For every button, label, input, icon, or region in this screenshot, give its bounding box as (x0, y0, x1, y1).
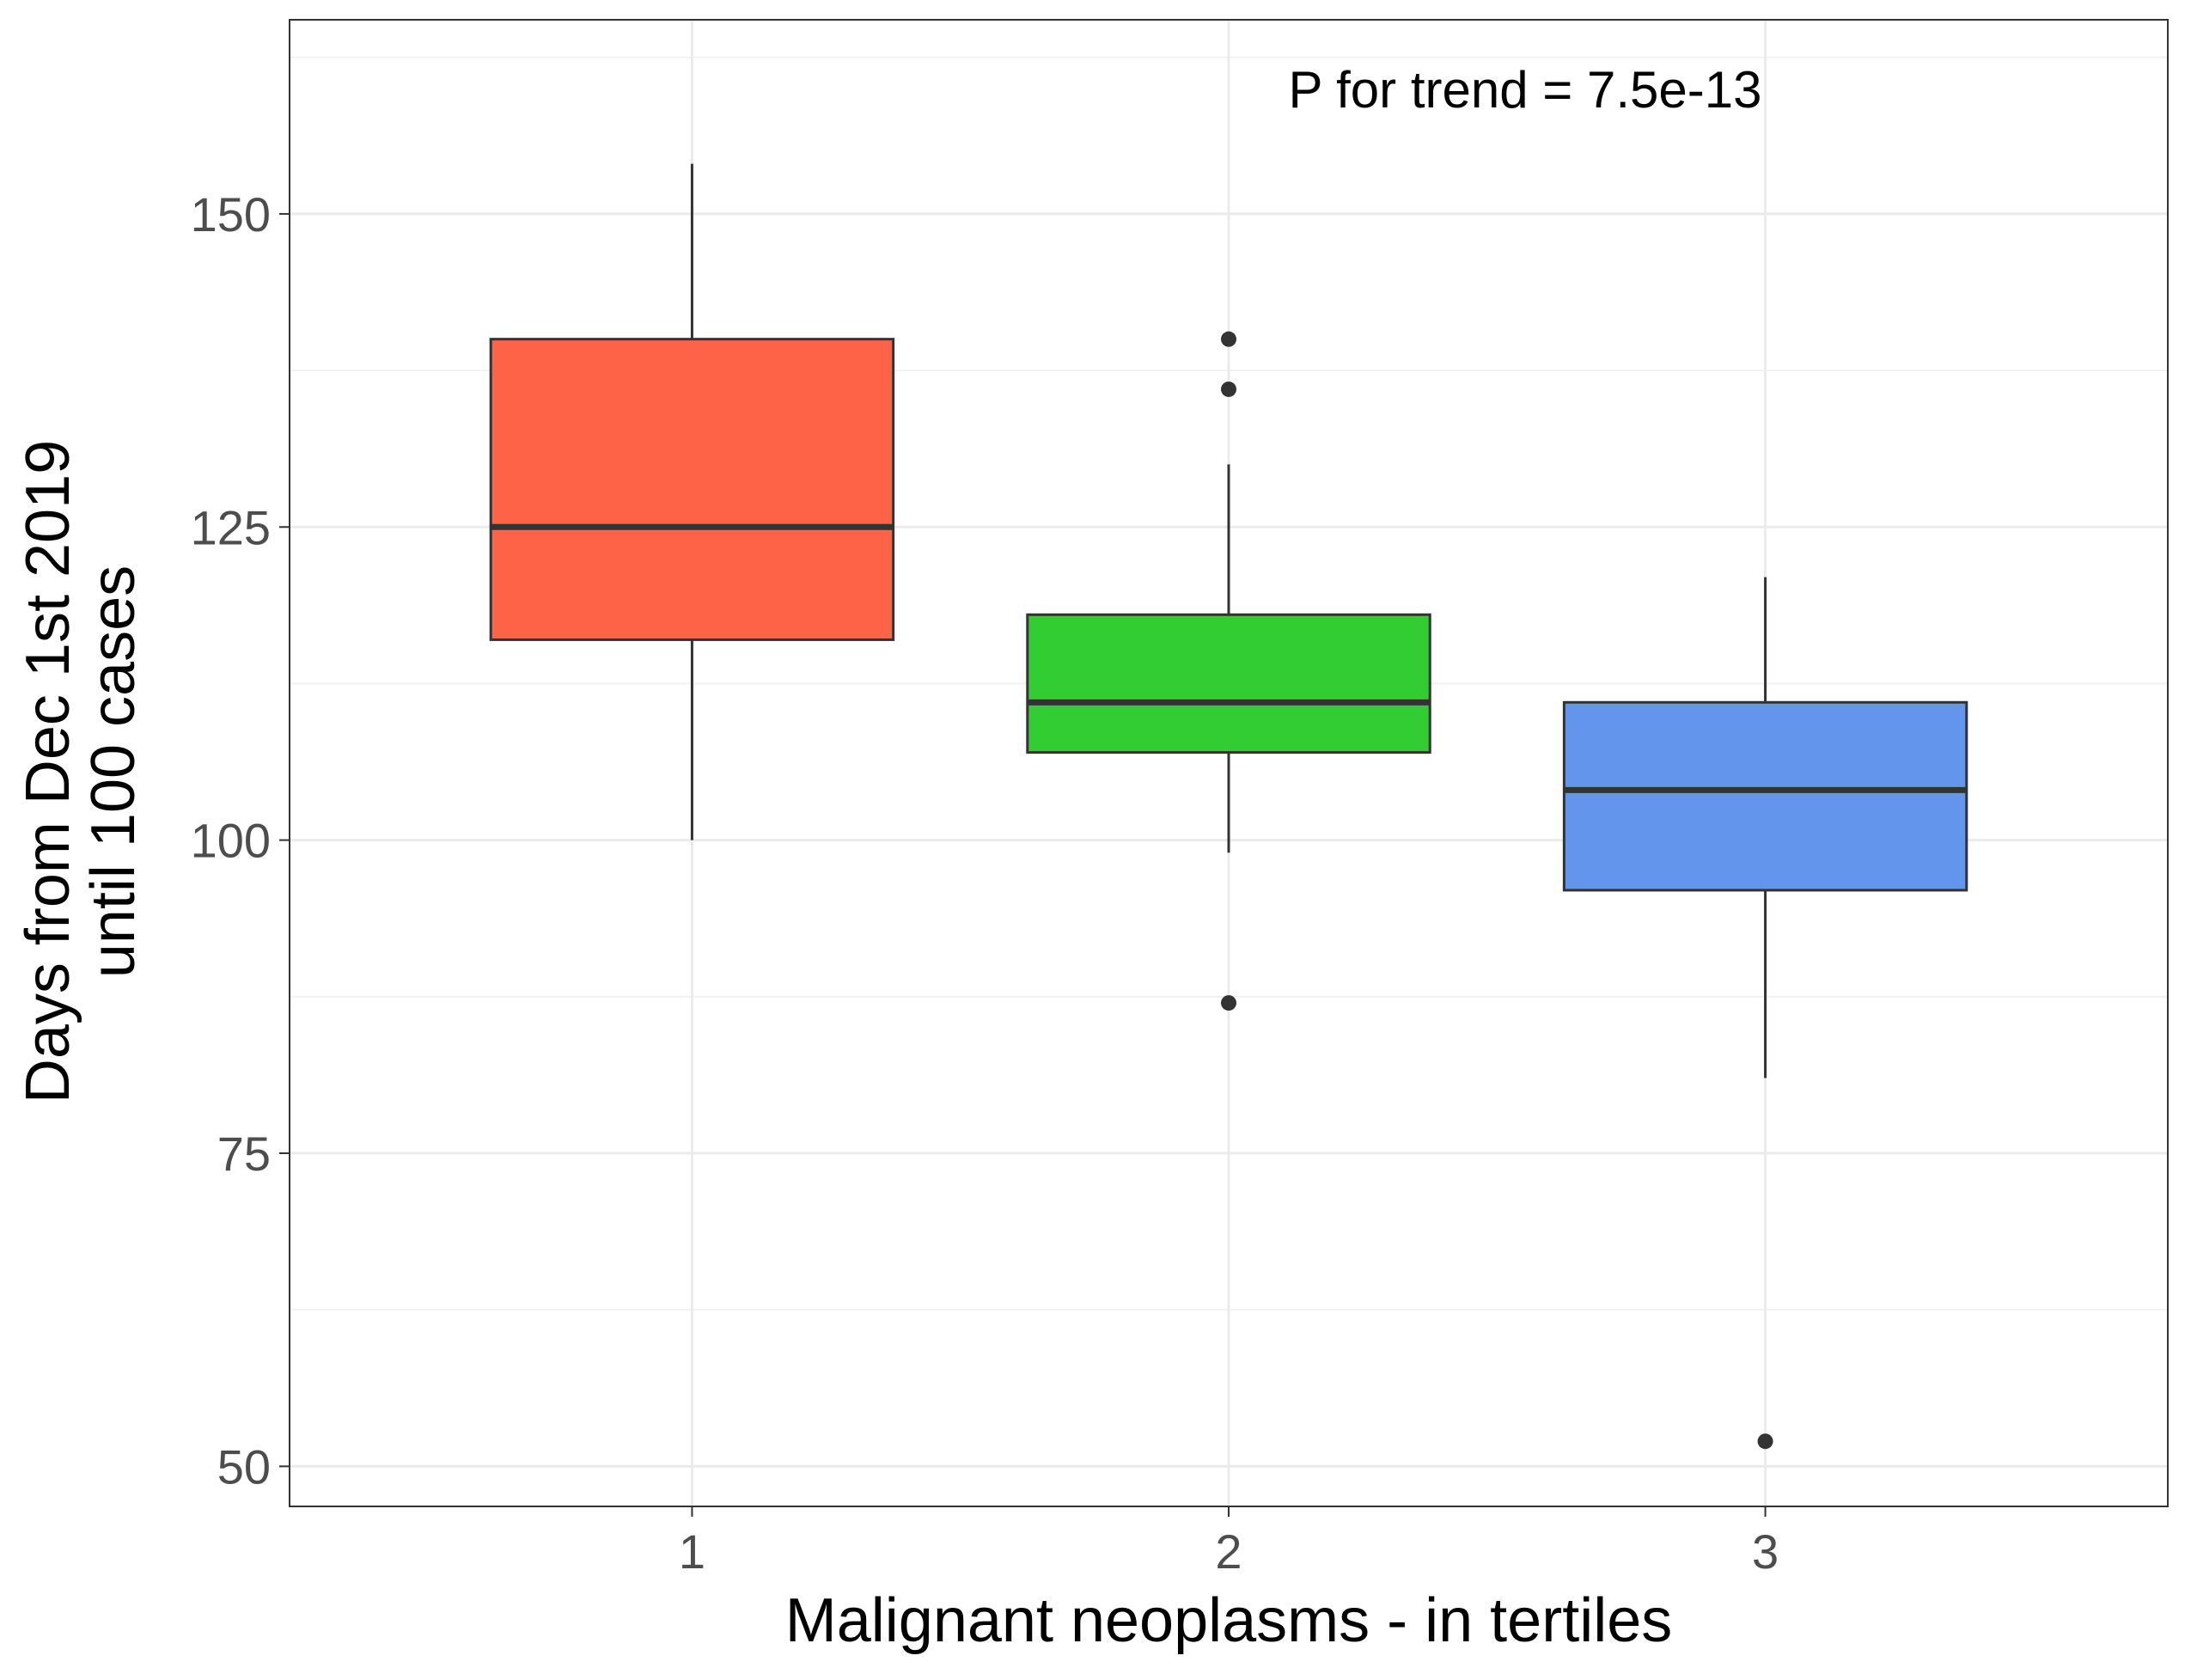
outlier-point (1221, 331, 1236, 347)
y-tick-label: 150 (191, 187, 271, 241)
box-category-1 (489, 163, 895, 840)
y-axis-title-line-1: Days from Dec 1st 2019 (14, 440, 82, 1103)
box-iqr (1026, 613, 1431, 754)
y-tick-label: 75 (217, 1127, 271, 1181)
y-axis-title-line-2: until 100 cases (79, 565, 148, 978)
y-tick-label: 50 (217, 1439, 271, 1494)
y-axis-title: Days from Dec 1st 2019 until 100 cases (14, 440, 148, 1103)
x-tick-label: 2 (1215, 1524, 1242, 1579)
outlier-point (1221, 995, 1236, 1011)
outlier-point (1221, 381, 1236, 397)
box-category-3 (1562, 577, 1968, 1450)
boxes (489, 163, 1968, 1450)
box-category-2 (1026, 331, 1431, 1011)
box-iqr (1562, 700, 1968, 892)
outlier-point (1757, 1433, 1773, 1450)
box-iqr (489, 338, 895, 641)
x-axis-title: Malignant neoplasms - in tertiles (785, 1586, 1672, 1655)
x-tick-label: 1 (679, 1524, 705, 1579)
axes: 50 75 100 125 150 1 2 3 (191, 187, 1779, 1579)
trend-annotation: P for trend = 7.5e-13 (1289, 61, 1762, 119)
x-tick-label: 3 (1752, 1524, 1779, 1579)
y-tick-label: 125 (191, 500, 271, 554)
y-tick-label: 100 (191, 814, 271, 868)
